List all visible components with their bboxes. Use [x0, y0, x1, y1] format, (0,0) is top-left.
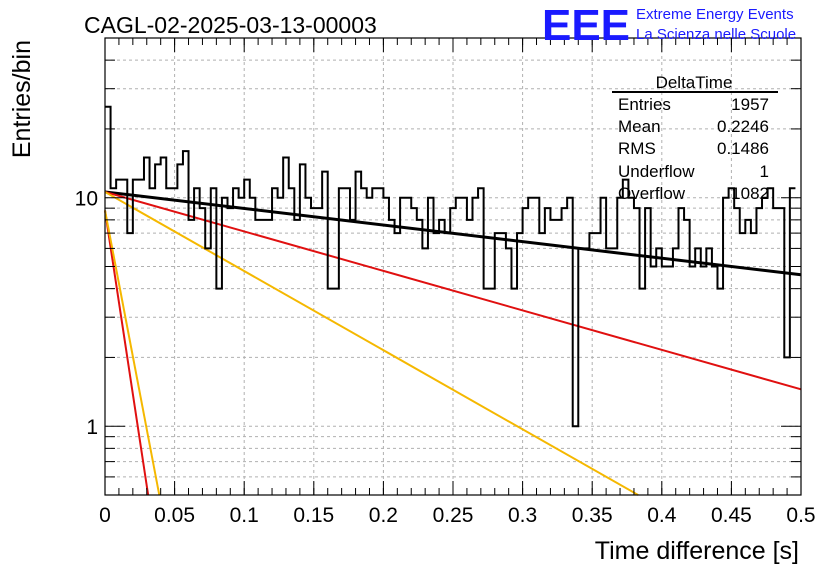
- x-tick-label: 0.15: [293, 504, 334, 527]
- stats-value: 1082: [731, 184, 769, 203]
- fit-line: [104, 191, 639, 496]
- x-tick-label: 0.2: [369, 504, 398, 527]
- stats-label: Underflow: [618, 162, 695, 181]
- logo-line-1: Extreme Energy Events: [636, 6, 794, 23]
- stats-name: DeltaTime: [656, 73, 733, 92]
- tick-labels: 0 0.05 0.1 0.15 0.2 0.25 0.3 0.35 0.4 0.45 0.5 1 10: [75, 188, 816, 527]
- x-tick-label: 0: [99, 504, 111, 527]
- run-title: CAGL-02-2025-03-13-00003: [84, 12, 377, 38]
- y-tick-label: 1: [86, 416, 98, 439]
- y-axis-title: Entries/bin: [8, 40, 36, 158]
- logo-line-2: La Scienza nelle Scuole: [636, 26, 796, 43]
- x-tick-label: 0.35: [572, 504, 613, 527]
- x-tick-label: 0.5: [786, 504, 815, 527]
- eee-logo: EEE: [542, 1, 630, 50]
- y-tick-label: 10: [75, 188, 98, 211]
- x-tick-label: 0.05: [154, 504, 195, 527]
- stats-value: 1957: [731, 95, 769, 114]
- axis-ticks: [104, 38, 802, 495]
- stats-label: Mean: [618, 117, 661, 136]
- x-tick-label: 0.25: [433, 504, 474, 527]
- fit-line: [104, 190, 802, 391]
- x-tick-label: 0.45: [711, 504, 752, 527]
- fit-line: [104, 210, 161, 496]
- histogram-outline: [105, 105, 796, 428]
- x-axis-title: Time difference [s]: [595, 537, 799, 565]
- grid-lines: [105, 38, 801, 495]
- x-tick-label: 0.1: [230, 504, 259, 527]
- x-tick-label: 0.3: [508, 504, 537, 527]
- stats-label: Entries: [618, 95, 671, 114]
- x-tick-label: 0.4: [647, 504, 677, 527]
- stats-value: 1: [760, 162, 769, 181]
- stats-label: RMS: [618, 139, 656, 158]
- stats-value: 0.1486: [717, 139, 769, 158]
- histogram-series: [105, 105, 796, 428]
- stats-box: DeltaTime Entries 1957 Mean 0.2246 RMS 0…: [612, 73, 778, 203]
- stats-value: 0.2246: [717, 117, 769, 136]
- fit-line: [104, 210, 150, 496]
- stats-label: Overflow: [618, 184, 686, 203]
